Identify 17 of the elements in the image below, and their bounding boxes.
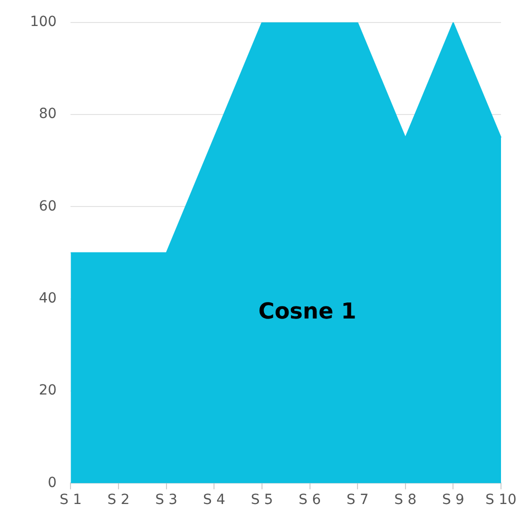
y-tick-label: 100 — [30, 14, 57, 30]
x-tick-label: S 7 — [346, 492, 369, 508]
y-tick-label: 80 — [38, 106, 57, 122]
y-tick-label: 20 — [38, 382, 57, 399]
x-tick-label: S 1 — [60, 492, 82, 508]
x-tick-label: S 4 — [203, 492, 226, 508]
y-tick-label: 0 — [48, 474, 57, 491]
x-tick-label: S 9 — [442, 492, 464, 508]
x-tick-label: S 10 — [485, 492, 517, 508]
x-tick-label: S 3 — [155, 492, 178, 508]
y-tick-label: 60 — [38, 198, 57, 214]
x-tick-label: S 8 — [394, 492, 417, 508]
series-label: Cosne 1 — [258, 299, 356, 324]
x-tick-label: S 5 — [250, 492, 274, 508]
x-tick-label: S 6 — [298, 492, 321, 508]
y-tick-label: 40 — [38, 290, 57, 307]
x-tick-label: S 2 — [107, 492, 130, 508]
